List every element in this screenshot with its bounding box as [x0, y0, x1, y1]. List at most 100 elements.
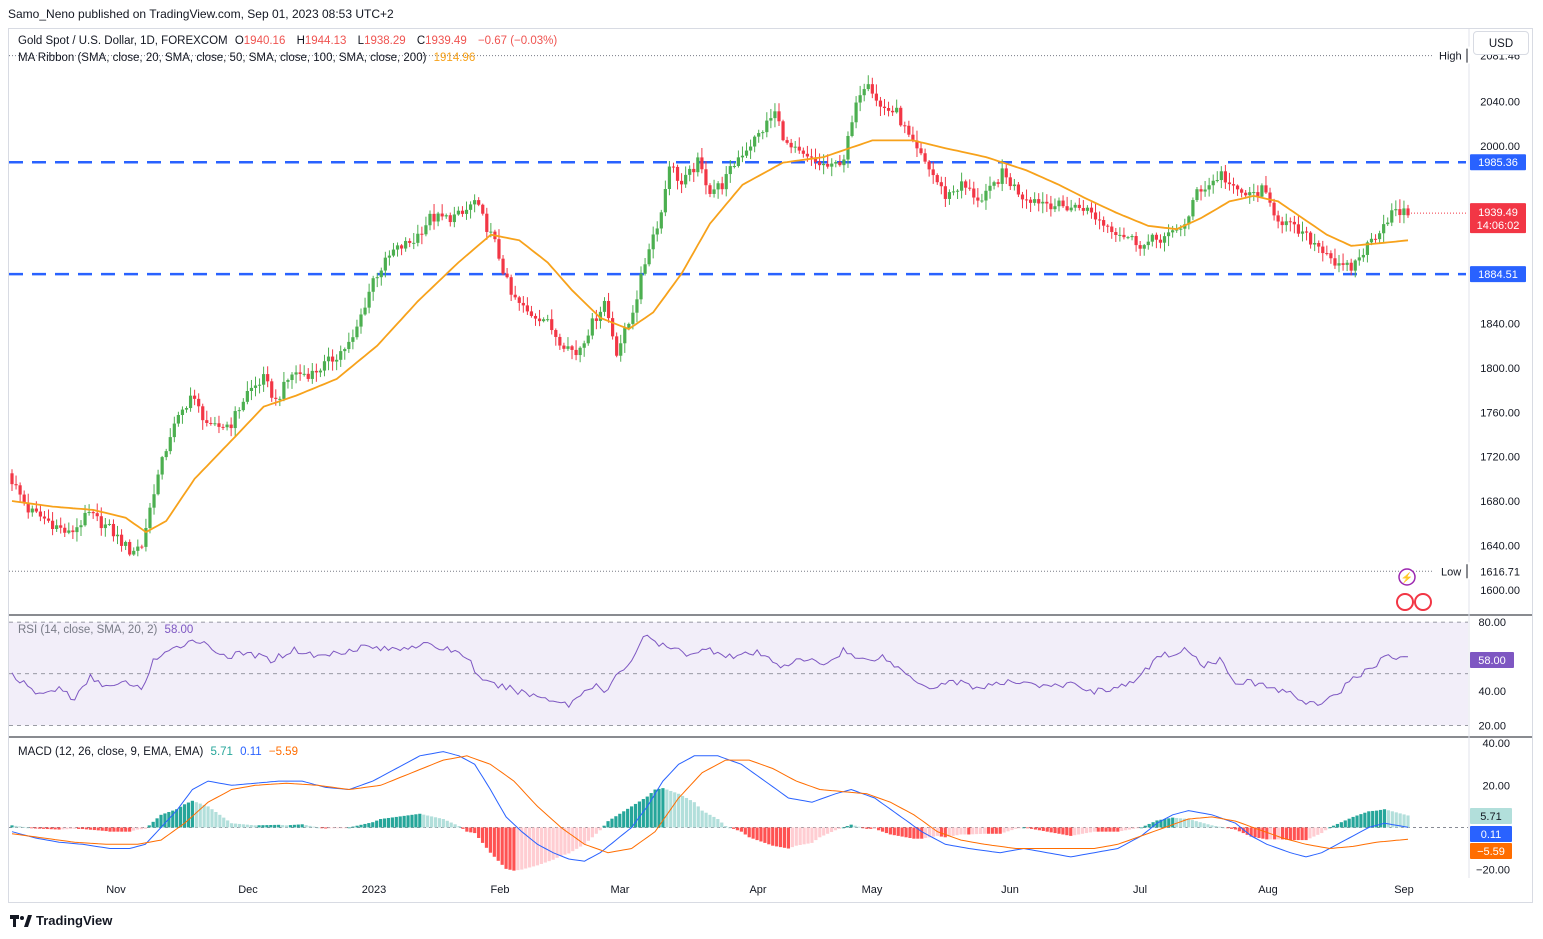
- macd-histogram-bar: [484, 827, 489, 848]
- candle-body: [1280, 221, 1284, 226]
- time-tick-label: Nov: [106, 884, 126, 896]
- low-marker-value: 1616.71: [1480, 566, 1520, 578]
- macd-histogram-bar: [559, 827, 563, 856]
- macd-histogram-bar: [739, 827, 743, 832]
- macd-signal-value: −5.59: [268, 746, 298, 758]
- candle-body: [570, 346, 574, 350]
- macd-histogram-bar: [241, 824, 245, 828]
- candle-body: [144, 527, 148, 547]
- macd-histogram-bar: [1135, 827, 1140, 829]
- macd-histogram-bar: [778, 827, 783, 848]
- macd-histogram-bar: [116, 827, 120, 832]
- symbol-title[interactable]: Gold Spot / U.S. Dollar, 1D, FOREXCOM: [18, 35, 228, 47]
- ma-title[interactable]: MA Ribbon (SMA, close, 20, SMA, close, 5…: [18, 52, 427, 64]
- candle-body: [160, 457, 164, 475]
- candle-body: [1089, 207, 1094, 213]
- candle-body: [773, 111, 777, 119]
- rsi-tick-label: 20.00: [1478, 720, 1506, 732]
- candle-body: [408, 240, 412, 243]
- macd-histogram-bar: [339, 827, 343, 829]
- macd-histogram-bar: [402, 815, 406, 828]
- macd-histogram-bar: [175, 809, 179, 828]
- macd-histogram-bar: [1159, 819, 1163, 828]
- macd-histogram-bar: [96, 827, 100, 831]
- macd-histogram-bar: [731, 827, 736, 829]
- macd-histogram-bar: [1218, 826, 1222, 828]
- macd-histogram-bar: [586, 827, 591, 841]
- candle-body: [1406, 208, 1410, 216]
- macd-histogram-bar: [1178, 818, 1183, 828]
- candle-body: [964, 181, 968, 188]
- macd-histogram-bar: [410, 814, 414, 828]
- price-tick-label: 1640.00: [1480, 540, 1520, 552]
- macd-histogram-bar: [1151, 822, 1155, 828]
- candle-body: [915, 140, 919, 149]
- open-label: O: [234, 35, 244, 47]
- macd-title[interactable]: MACD (12, 26, close, 9, EMA, EMA): [18, 746, 204, 758]
- macd-histogram-bar: [1265, 827, 1269, 840]
- candle-body: [399, 245, 404, 249]
- candle-body: [1300, 231, 1305, 234]
- candle-body: [351, 337, 355, 342]
- candle-body: [854, 102, 858, 123]
- macd-histogram-bar: [1210, 825, 1214, 828]
- candle-body: [497, 239, 501, 259]
- macd-histogram-bar: [1304, 827, 1308, 841]
- macd-histogram-bar: [571, 827, 575, 852]
- macd-histogram-bar: [1214, 826, 1218, 828]
- macd-histogram-bar: [18, 826, 22, 828]
- macd-histogram-bar: [382, 818, 387, 828]
- candle-body: [1292, 221, 1296, 225]
- candle-body: [988, 185, 992, 191]
- macd-histogram-bar: [57, 827, 61, 830]
- candle-body: [611, 318, 615, 337]
- candle-body: [744, 150, 749, 156]
- macd-histogram-bar: [786, 827, 791, 849]
- macd-histogram-bar: [1253, 827, 1257, 838]
- candle-body: [30, 508, 34, 513]
- rsi-value: 58.00: [164, 624, 194, 636]
- macd-histogram-bar: [555, 827, 559, 858]
- candle-body: [1179, 228, 1183, 230]
- macd-histogram-bar: [1312, 827, 1316, 837]
- macd-histogram-bar: [1222, 827, 1226, 829]
- macd-histogram-bar: [496, 827, 500, 861]
- level-price-label: 1985.36: [1478, 157, 1518, 169]
- candle-body: [793, 146, 797, 148]
- candle-body: [1024, 199, 1029, 201]
- candle-body: [270, 381, 274, 398]
- macd-histogram-bar: [963, 827, 967, 835]
- macd-histogram-bar: [967, 827, 971, 835]
- candle-body: [716, 183, 720, 190]
- candle-body: [753, 136, 757, 147]
- macd-histogram-bar: [696, 806, 700, 828]
- macd-histogram-bar: [33, 827, 38, 829]
- macd-histogram-bar: [359, 824, 363, 828]
- macd-histogram-bar: [912, 827, 916, 839]
- currency-button[interactable]: USD: [1473, 31, 1529, 55]
- candle-body: [294, 372, 298, 375]
- candle-body: [46, 518, 51, 521]
- candle-body: [542, 319, 546, 322]
- macd-histogram-bar: [1316, 827, 1320, 835]
- price-tick-label: 1840.00: [1480, 319, 1520, 331]
- macd-histogram-bar: [112, 827, 116, 832]
- macd-histogram-bar: [720, 822, 724, 828]
- candle-body: [688, 168, 692, 175]
- rsi-title[interactable]: RSI (14, close, SMA, 20, 2): [18, 624, 158, 636]
- macd-histogram-bar: [1077, 827, 1081, 835]
- macd-signal-tag: [1470, 843, 1512, 859]
- candle-body: [562, 345, 566, 349]
- candle-body: [850, 122, 854, 136]
- candle-body: [878, 100, 883, 107]
- candle-body: [217, 423, 221, 427]
- candle-body: [919, 148, 923, 154]
- macd-histogram-bar: [735, 827, 740, 831]
- macd-histogram-bar: [578, 827, 583, 847]
- macd-histogram-bar: [755, 827, 759, 841]
- macd-histogram-bar: [308, 825, 312, 828]
- candle-body: [412, 242, 416, 244]
- candle-body: [1000, 168, 1004, 184]
- macd-histogram-bar: [300, 824, 304, 828]
